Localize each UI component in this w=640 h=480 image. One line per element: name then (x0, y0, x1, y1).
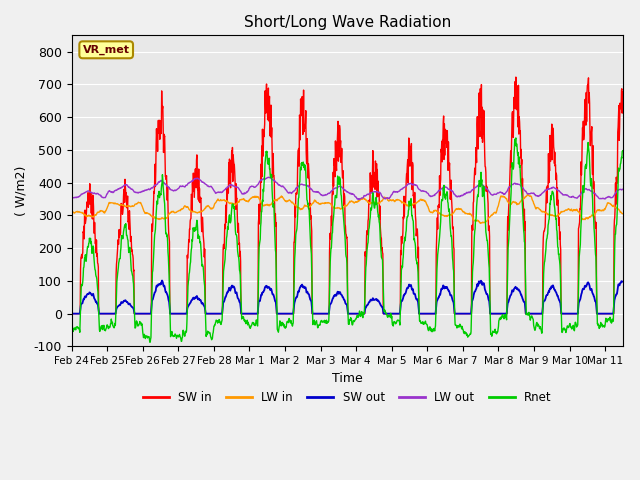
Rnet (68, 322, 76, 328)
LW in (68, 210, 76, 216)
Rnet (167, 331, 175, 336)
Y-axis label: ( W/m2): ( W/m2) (15, 166, 28, 216)
LW in (619, 211, 627, 216)
LW out (68, 194, 76, 200)
SW in (546, 132, 554, 138)
SW out (177, 311, 185, 316)
LW in (177, 207, 185, 213)
Rnet (227, 218, 235, 224)
SW out (227, 286, 235, 292)
LW out (264, 174, 272, 180)
LW out (485, 189, 493, 195)
LW out (227, 182, 234, 188)
LW in (167, 210, 175, 216)
Rnet (512, 135, 520, 141)
LW out (619, 186, 627, 192)
SW out (158, 277, 166, 283)
SW in (484, 227, 492, 233)
SW out (277, 311, 285, 316)
Rnet (177, 338, 185, 344)
LW out (277, 183, 285, 189)
LW in (276, 194, 284, 200)
LW out (547, 186, 554, 192)
SW out (619, 279, 627, 285)
SW in (177, 311, 185, 316)
Rnet (547, 201, 554, 207)
Line: SW out: SW out (72, 280, 623, 313)
Line: LW out: LW out (72, 177, 623, 199)
Text: VR_met: VR_met (83, 45, 130, 55)
Line: LW in: LW in (72, 195, 623, 223)
SW out (167, 311, 175, 316)
SW in (167, 311, 175, 316)
LW out (355, 196, 362, 202)
Title: Short/Long Wave Radiation: Short/Long Wave Radiation (244, 15, 451, 30)
SW in (276, 311, 284, 316)
LW in (524, 192, 532, 198)
Rnet (277, 321, 285, 327)
LW in (477, 220, 484, 226)
LW out (167, 187, 175, 192)
SW out (308, 311, 316, 316)
SW out (68, 311, 76, 316)
LW in (227, 201, 234, 206)
LW in (547, 212, 554, 218)
SW out (485, 298, 493, 303)
Rnet (485, 260, 493, 266)
Legend: SW in, LW in, SW out, LW out, Rnet: SW in, LW in, SW out, LW out, Rnet (138, 386, 556, 409)
Rnet (146, 339, 154, 345)
SW in (512, 74, 520, 80)
LW in (485, 215, 493, 220)
SW in (227, 185, 234, 191)
Line: Rnet: Rnet (72, 138, 623, 342)
X-axis label: Time: Time (332, 372, 363, 384)
LW out (177, 183, 185, 189)
SW in (619, 89, 627, 95)
SW out (547, 285, 554, 291)
Rnet (619, 148, 627, 154)
SW in (68, 311, 76, 316)
Line: SW in: SW in (72, 77, 623, 313)
